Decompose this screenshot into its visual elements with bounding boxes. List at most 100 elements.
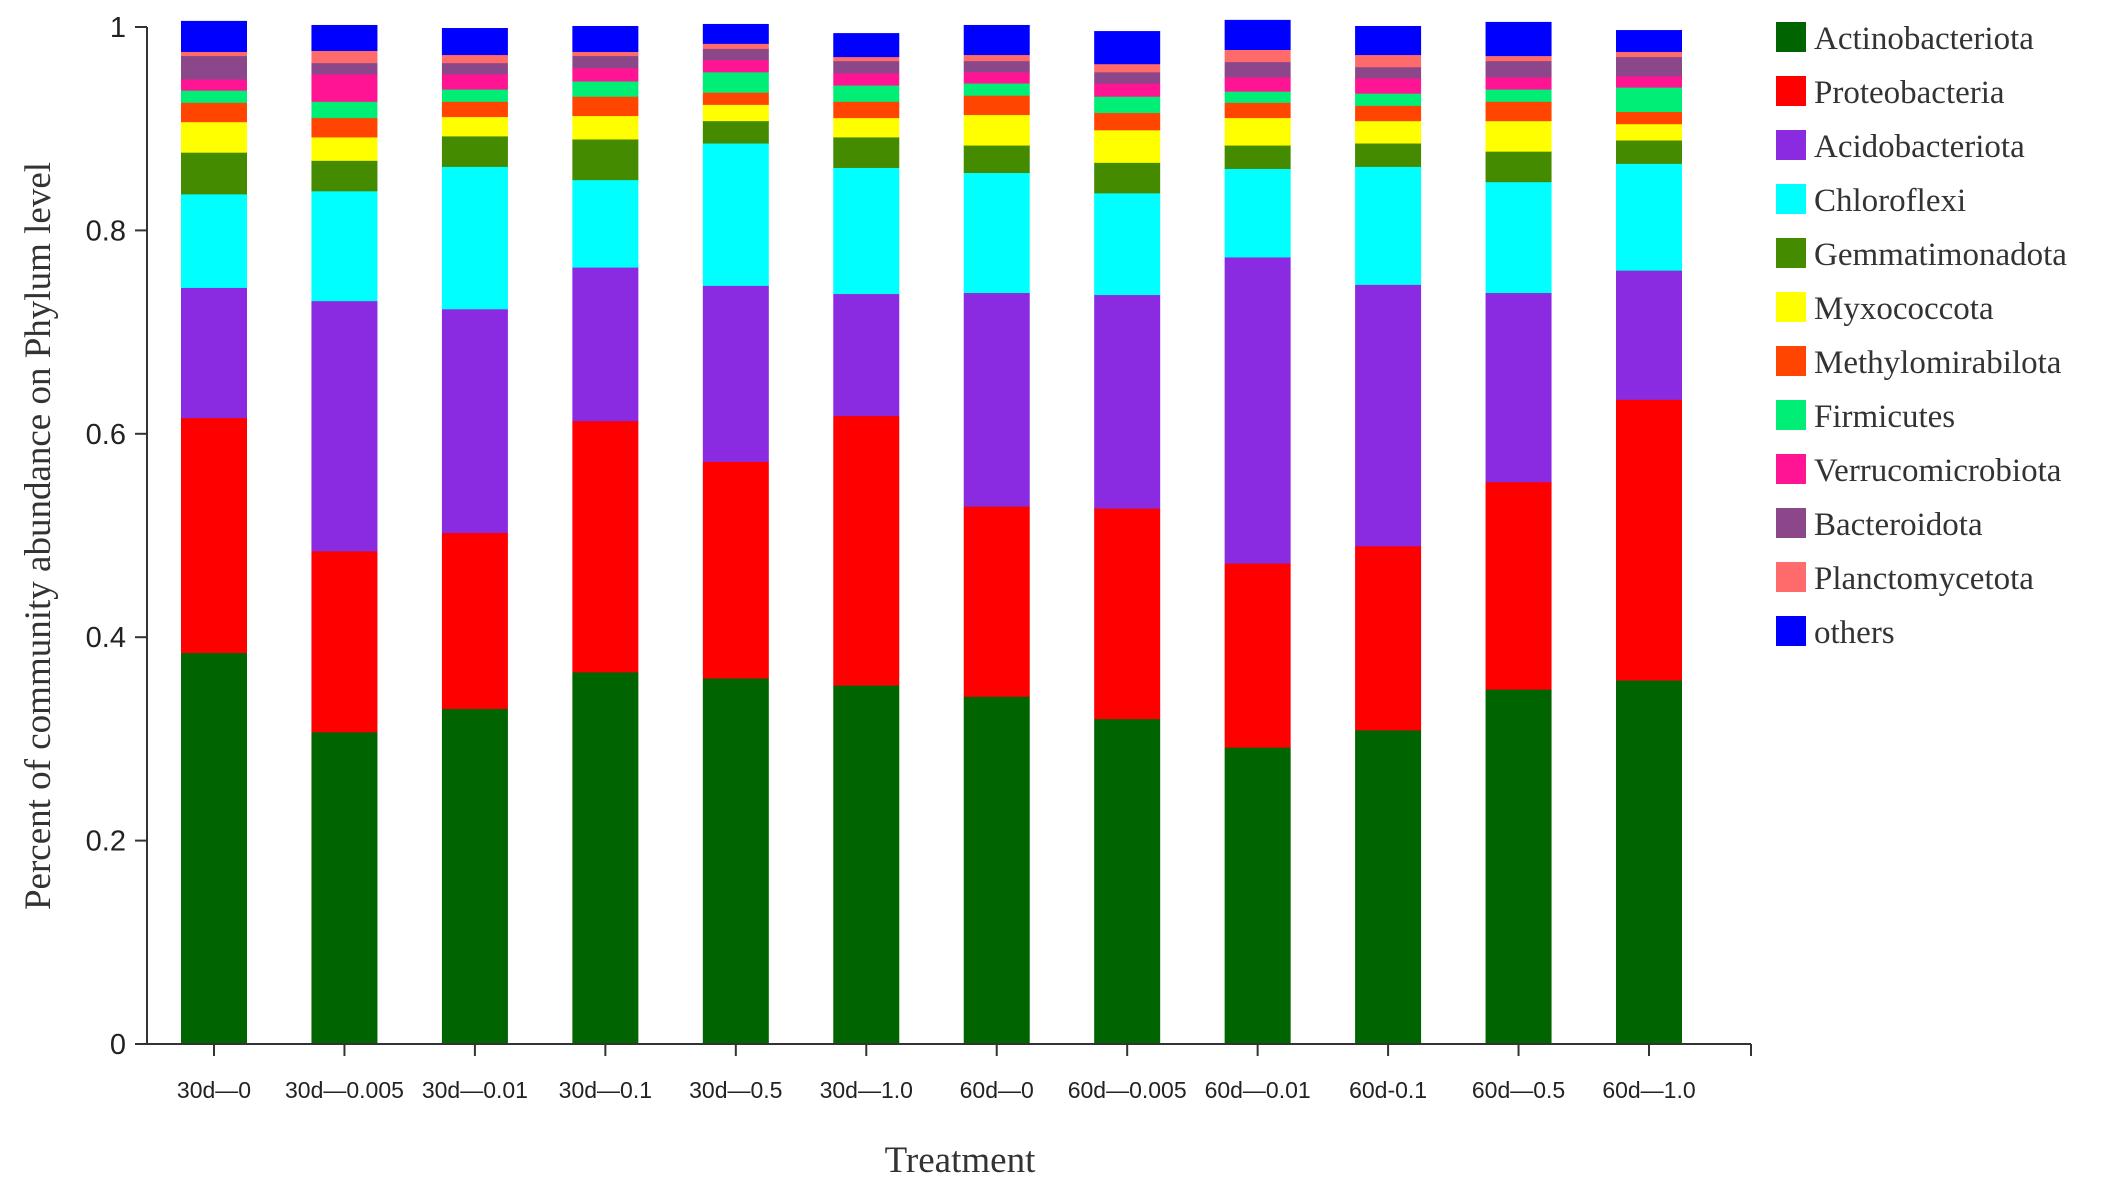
bar-segment-acidobacteriota-6 xyxy=(963,292,1030,507)
bar-segment-planctomycetota-3 xyxy=(572,51,639,57)
bar-segment-methylomirabilota-6 xyxy=(963,95,1030,116)
bar-segment-verrucomicrobiota-11 xyxy=(1616,75,1682,88)
bar-segment-planctomycetota-5 xyxy=(833,56,900,62)
bar-segment-others-8 xyxy=(1224,19,1291,50)
x-tick-label: 30d—0.005 xyxy=(285,1077,404,1103)
bar-segment-chloroflexi-9 xyxy=(1355,166,1422,285)
x-ticks: 30d—0 30d—0.005 30d—0.01 30d—0.1 30d—0.5 30d—… xyxy=(177,1044,1752,1103)
x-tick-label: 30d—0.5 xyxy=(689,1077,782,1103)
legend-swatch-verrucomicrobiota xyxy=(1776,454,1806,484)
legend-swatch-actinobacteriota xyxy=(1776,22,1806,52)
bar-segment-chloroflexi-0 xyxy=(181,193,247,288)
bar-segment-verrucomicrobiota-3 xyxy=(572,67,639,82)
bar-segment-verrucomicrobiota-10 xyxy=(1485,76,1552,90)
bar-segment-proteobacteria-4 xyxy=(702,461,769,679)
y-tick-label: 0.4 xyxy=(86,622,126,654)
bar-segment-actinobacteriota-2 xyxy=(441,708,508,1045)
bar-segment-proteobacteria-1 xyxy=(311,550,378,733)
bar-segment-acidobacteriota-4 xyxy=(702,285,769,462)
bar-segment-bacteroidota-6 xyxy=(963,60,1030,73)
bar-segment-methylomirabilota-11 xyxy=(1616,111,1682,125)
bar-segment-bacteroidota-8 xyxy=(1224,61,1291,78)
bar-segment-acidobacteriota-3 xyxy=(572,267,639,422)
legend-label-others: others xyxy=(1814,615,1895,651)
bar-segment-actinobacteriota-0 xyxy=(181,652,247,1045)
bar-segment-planctomycetota-1 xyxy=(311,50,378,64)
bar-segment-bacteroidota-3 xyxy=(572,55,639,69)
bar-segment-verrucomicrobiota-8 xyxy=(1224,76,1291,92)
bar-segment-chloroflexi-4 xyxy=(702,142,769,286)
bar-segment-gemmatimonadota-2 xyxy=(441,135,508,167)
bar-segment-others-2 xyxy=(441,28,508,56)
bar-segment-methylomirabilota-1 xyxy=(311,117,378,138)
y-tick-label: 0.6 xyxy=(86,419,126,451)
bar-segment-firmicutes-1 xyxy=(311,101,378,119)
bar-segment-others-3 xyxy=(572,25,639,53)
bar-segment-others-1 xyxy=(311,24,378,51)
legend-label-bacteroidota: Bacteroidota xyxy=(1814,507,1983,543)
bar-segment-proteobacteria-10 xyxy=(1485,481,1552,690)
bar-segment-chloroflexi-11 xyxy=(1616,163,1682,271)
bar-segment-acidobacteriota-8 xyxy=(1224,256,1291,564)
legend-swatch-firmicutes xyxy=(1776,400,1806,430)
bar-segment-actinobacteriota-10 xyxy=(1485,689,1552,1045)
bar-segment-chloroflexi-7 xyxy=(1094,192,1161,296)
legend-label-actinobacteriota: Actinobacteriota xyxy=(1814,21,2034,57)
bar-segment-methylomirabilota-0 xyxy=(181,102,247,123)
bar-segment-actinobacteriota-9 xyxy=(1355,729,1422,1045)
bar-segment-chloroflexi-5 xyxy=(833,167,900,295)
legend-label-myxococcota: Myxococcota xyxy=(1814,291,1994,327)
bar-segment-acidobacteriota-7 xyxy=(1094,294,1161,509)
bar-segment-firmicutes-2 xyxy=(441,89,508,102)
bar-segment-actinobacteriota-5 xyxy=(833,685,900,1045)
bar-segment-proteobacteria-6 xyxy=(963,506,1030,697)
bar-segment-verrucomicrobiota-7 xyxy=(1094,82,1161,97)
bar-segment-acidobacteriota-10 xyxy=(1485,292,1552,483)
bar-segment-chloroflexi-2 xyxy=(441,166,508,310)
bar-segment-verrucomicrobiota-2 xyxy=(441,73,508,90)
bar-segment-bacteroidota-5 xyxy=(833,60,900,74)
bar-segment-acidobacteriota-11 xyxy=(1616,270,1682,400)
bar-segment-methylomirabilota-8 xyxy=(1224,102,1291,119)
bar-segment-acidobacteriota-5 xyxy=(833,293,900,417)
bar-segment-actinobacteriota-8 xyxy=(1224,747,1291,1045)
x-tick-label: 60d-0.1 xyxy=(1349,1077,1427,1103)
legend-swatch-gemmatimonadota xyxy=(1776,238,1806,268)
bar-segment-proteobacteria-3 xyxy=(572,420,639,673)
bar-segment-proteobacteria-0 xyxy=(181,417,247,654)
bar-segment-proteobacteria-7 xyxy=(1094,508,1161,720)
bar-segment-firmicutes-0 xyxy=(181,90,247,103)
bar-segment-bacteroidota-7 xyxy=(1094,71,1161,84)
bar-segment-myxococcota-11 xyxy=(1616,123,1682,141)
bar-segment-myxococcota-3 xyxy=(572,115,639,140)
bar-segment-firmicutes-10 xyxy=(1485,89,1552,102)
bar-segment-myxococcota-6 xyxy=(963,114,1030,146)
bar-segment-firmicutes-8 xyxy=(1224,91,1291,103)
legend-swatch-myxococcota xyxy=(1776,292,1806,322)
bar-segment-chloroflexi-3 xyxy=(572,179,639,268)
legend-label-proteobacteria: Proteobacteria xyxy=(1814,75,2005,111)
bar-segment-others-0 xyxy=(181,20,247,53)
bar-segment-verrucomicrobiota-4 xyxy=(702,59,769,73)
legend-label-verrucomicrobiota: Verrucomicrobiota xyxy=(1814,453,2062,489)
bar-segment-methylomirabilota-5 xyxy=(833,101,900,119)
bar-segment-acidobacteriota-1 xyxy=(311,300,378,552)
legend-swatch-methylomirabilota xyxy=(1776,346,1806,376)
bar-segment-chloroflexi-10 xyxy=(1485,181,1552,294)
bar-segment-chloroflexi-6 xyxy=(963,172,1030,294)
bar-segment-others-4 xyxy=(702,23,769,44)
bar-segment-myxococcota-10 xyxy=(1485,120,1552,152)
bar-segment-verrucomicrobiota-9 xyxy=(1355,77,1422,94)
bar-segment-firmicutes-9 xyxy=(1355,93,1422,106)
bar-segment-myxococcota-9 xyxy=(1355,120,1422,144)
bar-segment-bacteroidota-4 xyxy=(702,48,769,61)
legend-label-methylomirabilota: Methylomirabilota xyxy=(1814,345,2062,381)
bar-segment-planctomycetota-7 xyxy=(1094,63,1161,73)
bar-segment-verrucomicrobiota-1 xyxy=(311,73,378,102)
x-tick-label: 60d—0 xyxy=(960,1077,1034,1103)
bar-segment-myxococcota-8 xyxy=(1224,117,1291,146)
bar-segment-actinobacteriota-11 xyxy=(1616,679,1682,1045)
y-tick-label: 1 xyxy=(110,12,126,44)
bar-segment-planctomycetota-11 xyxy=(1616,51,1682,58)
bar-segment-planctomycetota-2 xyxy=(441,54,508,64)
